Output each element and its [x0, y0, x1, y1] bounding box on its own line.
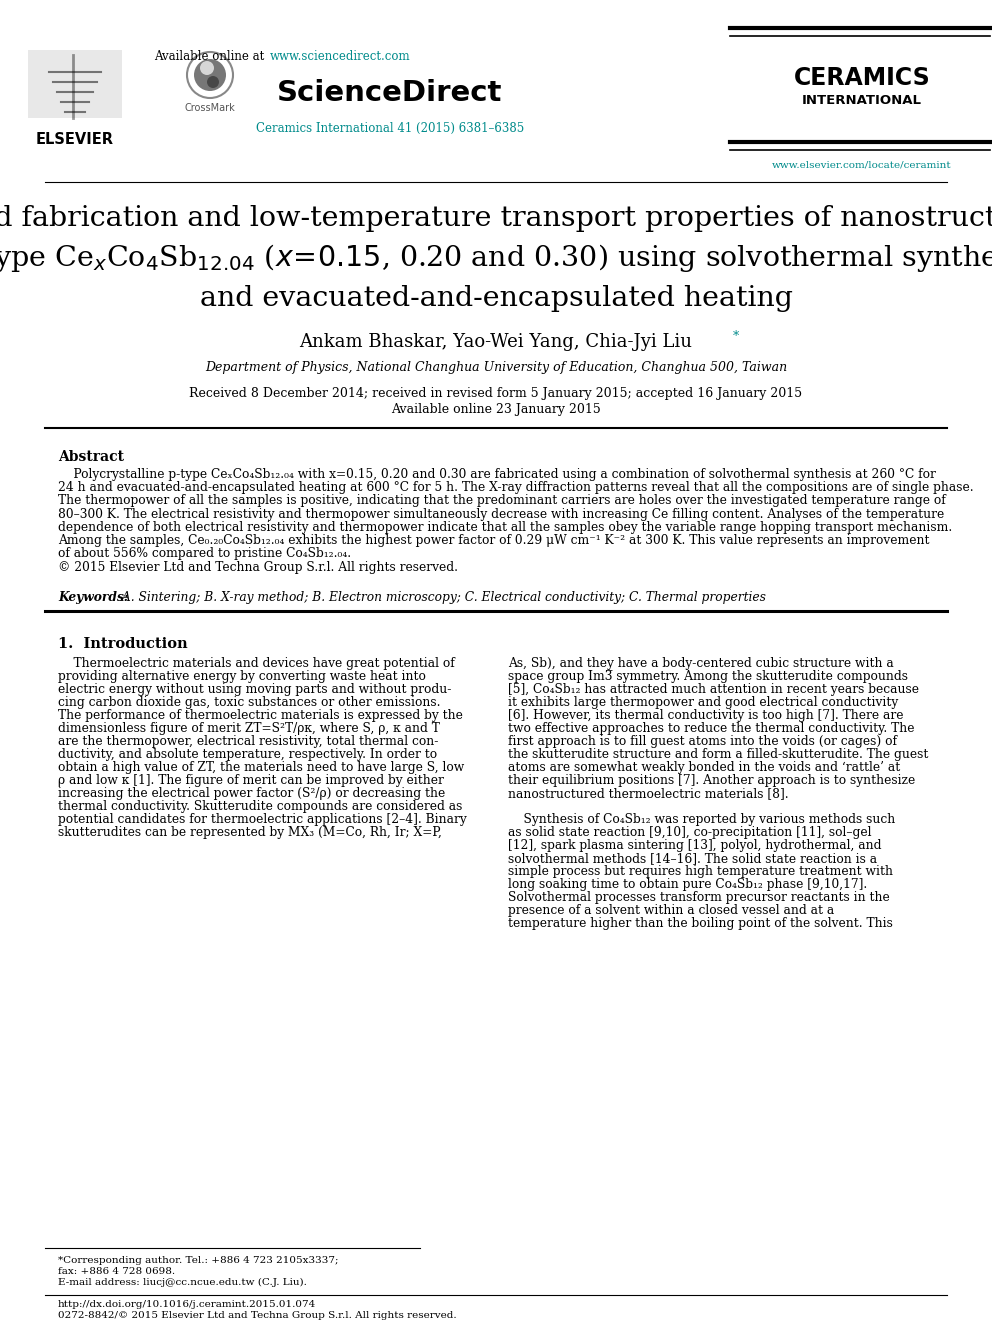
Text: http://dx.doi.org/10.1016/j.ceramint.2015.01.074: http://dx.doi.org/10.1016/j.ceramint.201… [58, 1301, 316, 1308]
Text: *Corresponding author. Tel.: +886 4 723 2105x3337;: *Corresponding author. Tel.: +886 4 723 … [58, 1256, 338, 1265]
Text: thermal conductivity. Skutterudite compounds are considered as: thermal conductivity. Skutterudite compo… [58, 800, 462, 814]
Text: Abstract: Abstract [58, 450, 124, 464]
Text: solvothermal methods [14–16]. The solid state reaction is a: solvothermal methods [14–16]. The solid … [508, 852, 877, 865]
Text: Thermoelectric materials and devices have great potential of: Thermoelectric materials and devices hav… [58, 658, 454, 671]
Text: www.sciencedirect.com: www.sciencedirect.com [270, 49, 411, 62]
Text: [5], Co₄Sb₁₂ has attracted much attention in recent years because: [5], Co₄Sb₁₂ has attracted much attentio… [508, 684, 919, 696]
Text: electric energy without using moving parts and without produ-: electric energy without using moving par… [58, 684, 451, 696]
Text: Received 8 December 2014; received in revised form 5 January 2015; accepted 16 J: Received 8 December 2014; received in re… [189, 386, 803, 400]
Text: 80–300 K. The electrical resistivity and thermopower simultaneously decrease wit: 80–300 K. The electrical resistivity and… [58, 508, 944, 520]
Text: potential candidates for thermoelectric applications [2–4]. Binary: potential candidates for thermoelectric … [58, 814, 467, 827]
Text: temperature higher than the boiling point of the solvent. This: temperature higher than the boiling poin… [508, 917, 893, 930]
Bar [28, 50, 122, 118]
Text: nanostructured thermoelectric materials [8].: nanostructured thermoelectric materials … [508, 787, 789, 800]
Text: of about 556% compared to pristine Co₄Sb₁₂.₀₄.: of about 556% compared to pristine Co₄Sb… [58, 548, 351, 560]
Text: ductivity, and absolute temperature, respectively. In order to: ductivity, and absolute temperature, res… [58, 749, 437, 762]
Text: www.elsevier.com/locate/ceramint: www.elsevier.com/locate/ceramint [772, 160, 951, 169]
Text: The performance of thermoelectric materials is expressed by the: The performance of thermoelectric materi… [58, 709, 463, 722]
Text: Among the samples, Ce₀.₂₀Co₄Sb₁₂.₀₄ exhibits the highest power factor of 0.29 μW: Among the samples, Ce₀.₂₀Co₄Sb₁₂.₀₄ exhi… [58, 534, 930, 546]
Text: Rapid fabrication and low-temperature transport properties of nanostructured: Rapid fabrication and low-temperature tr… [0, 205, 992, 232]
Text: Department of Physics, National Changhua University of Education, Changhua 500, : Department of Physics, National Changhua… [205, 361, 787, 374]
Text: two effective approaches to reduce the thermal conductivity. The: two effective approaches to reduce the t… [508, 722, 915, 736]
Text: long soaking time to obtain pure Co₄Sb₁₂ phase [9,10,17].: long soaking time to obtain pure Co₄Sb₁₂… [508, 878, 867, 892]
Text: Keywords:: Keywords: [58, 591, 128, 605]
Text: *: * [733, 329, 739, 343]
Text: Polycrystalline p-type CeₓCo₄Sb₁₂.₀₄ with x=0.15, 0.20 and 0.30 are fabricated u: Polycrystalline p-type CeₓCo₄Sb₁₂.₀₄ wit… [58, 468, 935, 482]
Text: The thermopower of all the samples is positive, indicating that the predominant : The thermopower of all the samples is po… [58, 495, 945, 508]
Text: space group Im3̅ symmetry. Among the skutterudite compounds: space group Im3̅ symmetry. Among the sku… [508, 671, 908, 684]
Text: CrossMark: CrossMark [185, 103, 235, 112]
Text: As, Sb), and they have a body-centered cubic structure with a: As, Sb), and they have a body-centered c… [508, 658, 894, 671]
Text: Ceramics International 41 (2015) 6381–6385: Ceramics International 41 (2015) 6381–63… [256, 122, 524, 135]
Circle shape [194, 60, 226, 91]
Text: as solid state reaction [9,10], co-precipitation [11], sol–gel: as solid state reaction [9,10], co-preci… [508, 827, 872, 839]
Text: [6]. However, its thermal conductivity is too high [7]. There are: [6]. However, its thermal conductivity i… [508, 709, 904, 722]
Text: are the thermopower, electrical resistivity, total thermal con-: are the thermopower, electrical resistiv… [58, 736, 438, 749]
Text: 1.  Introduction: 1. Introduction [58, 638, 187, 651]
Text: dimensionless figure of merit ZT=S²T/ρκ, where S, ρ, κ and T: dimensionless figure of merit ZT=S²T/ρκ,… [58, 722, 439, 736]
Text: © 2015 Elsevier Ltd and Techna Group S.r.l. All rights reserved.: © 2015 Elsevier Ltd and Techna Group S.r… [58, 561, 458, 574]
Text: skutterudites can be represented by MX₃ (M=Co, Rh, Ir; X=P,: skutterudites can be represented by MX₃ … [58, 827, 441, 839]
Text: presence of a solvent within a closed vessel and at a: presence of a solvent within a closed ve… [508, 905, 834, 917]
Text: Available online at: Available online at [154, 49, 268, 62]
Text: ELSEVIER: ELSEVIER [36, 132, 114, 147]
Text: INTERNATIONAL: INTERNATIONAL [802, 94, 922, 106]
Text: first approach is to fill guest atoms into the voids (or cages) of: first approach is to fill guest atoms in… [508, 736, 897, 749]
Text: increasing the electrical power factor (S²/ρ) or decreasing the: increasing the electrical power factor (… [58, 787, 445, 800]
Text: cing carbon dioxide gas, toxic substances or other emissions.: cing carbon dioxide gas, toxic substance… [58, 696, 440, 709]
Circle shape [207, 75, 219, 89]
Text: Synthesis of Co₄Sb₁₂ was reported by various methods such: Synthesis of Co₄Sb₁₂ was reported by var… [508, 814, 895, 827]
Text: A. Sintering; B. X-ray method; B. Electron microscopy; C. Electrical conductivit: A. Sintering; B. X-ray method; B. Electr… [118, 591, 766, 605]
Text: it exhibits large thermopower and good electrical conductivity: it exhibits large thermopower and good e… [508, 696, 898, 709]
Text: obtain a high value of ZT, the materials need to have large S, low: obtain a high value of ZT, the materials… [58, 762, 464, 774]
Text: atoms are somewhat weakly bonded in the voids and ‘rattle’ at: atoms are somewhat weakly bonded in the … [508, 762, 901, 774]
Text: ScienceDirect: ScienceDirect [278, 79, 503, 107]
Text: CERAMICS: CERAMICS [794, 66, 930, 90]
Text: ρ and low κ [1]. The figure of merit can be improved by either: ρ and low κ [1]. The figure of merit can… [58, 774, 443, 787]
Circle shape [200, 61, 214, 75]
Text: providing alternative energy by converting waste heat into: providing alternative energy by converti… [58, 671, 426, 684]
Text: dependence of both electrical resistivity and thermopower indicate that all the : dependence of both electrical resistivit… [58, 521, 952, 533]
Text: simple process but requires high temperature treatment with: simple process but requires high tempera… [508, 865, 893, 878]
Text: 0272-8842/© 2015 Elsevier Ltd and Techna Group S.r.l. All rights reserved.: 0272-8842/© 2015 Elsevier Ltd and Techna… [58, 1311, 456, 1320]
Text: Solvothermal processes transform precursor reactants in the: Solvothermal processes transform precurs… [508, 892, 890, 905]
Text: E-mail address: liucj@cc.ncue.edu.tw (C.J. Liu).: E-mail address: liucj@cc.ncue.edu.tw (C.… [58, 1278, 307, 1287]
Text: [12], spark plasma sintering [13], polyol, hydrothermal, and: [12], spark plasma sintering [13], polyo… [508, 839, 882, 852]
Text: and evacuated-and-encapsulated heating: and evacuated-and-encapsulated heating [199, 284, 793, 311]
Text: Ankam Bhaskar, Yao-Wei Yang, Chia-Jyi Liu: Ankam Bhaskar, Yao-Wei Yang, Chia-Jyi Li… [300, 333, 692, 351]
Text: 24 h and evacuated-and-encapsulated heating at 600 °C for 5 h. The X-ray diffrac: 24 h and evacuated-and-encapsulated heat… [58, 482, 973, 495]
Text: their equilibrium positions [7]. Another approach is to synthesize: their equilibrium positions [7]. Another… [508, 774, 916, 787]
Text: p-type Ce$_x$Co$_4$Sb$_{12.04}$ ($x\!=\!0.15$, 0.20 and 0.30) using solvothermal: p-type Ce$_x$Co$_4$Sb$_{12.04}$ ($x\!=\!… [0, 242, 992, 274]
Text: Available online 23 January 2015: Available online 23 January 2015 [391, 404, 601, 417]
Text: the skutterudite structure and form a filled-skutterudite. The guest: the skutterudite structure and form a fi… [508, 749, 929, 762]
Text: fax: +886 4 728 0698.: fax: +886 4 728 0698. [58, 1267, 176, 1275]
